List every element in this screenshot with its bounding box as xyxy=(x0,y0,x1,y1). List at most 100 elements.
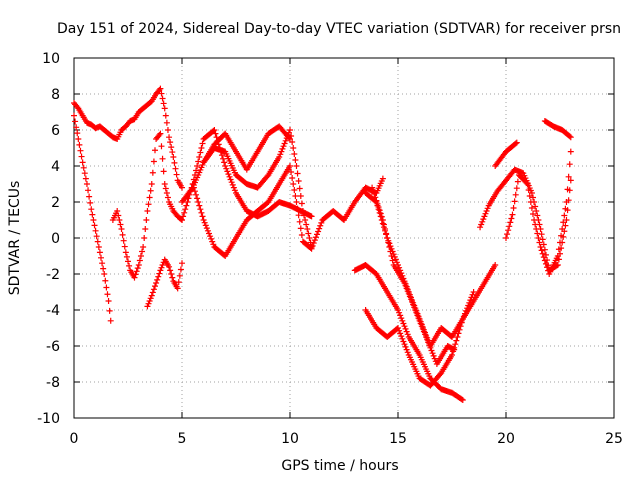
data-point xyxy=(79,159,86,166)
data-point xyxy=(180,213,187,220)
data-point xyxy=(555,246,562,253)
data-point xyxy=(557,239,563,246)
data-point xyxy=(539,250,546,257)
data-point xyxy=(193,191,200,198)
data-point xyxy=(209,238,216,245)
data-point xyxy=(191,188,198,195)
data-point xyxy=(72,118,79,125)
data-point xyxy=(562,222,569,229)
y-tick-label: -6 xyxy=(46,339,60,355)
data-point xyxy=(460,313,467,320)
data-point xyxy=(147,295,154,302)
data-point xyxy=(375,204,382,211)
data-point xyxy=(562,205,569,212)
y-tick-labels: -10 -8 -6 -4 -2 0 2 4 6 8 10 xyxy=(37,51,60,427)
data-point xyxy=(409,298,416,305)
data-point xyxy=(227,176,234,183)
data-point xyxy=(131,274,138,281)
data-point xyxy=(561,212,568,219)
data-point xyxy=(507,219,514,226)
data-point xyxy=(93,233,100,240)
series-8 xyxy=(200,123,293,173)
y-tick-label: -2 xyxy=(46,267,60,283)
y-tick-label: 2 xyxy=(51,195,60,211)
data-point xyxy=(510,205,517,211)
data-point xyxy=(279,145,286,152)
data-point xyxy=(478,221,485,228)
series-10 xyxy=(362,262,499,389)
data-point xyxy=(149,169,156,176)
data-point xyxy=(395,307,401,313)
data-point xyxy=(532,203,539,210)
data-point xyxy=(535,235,542,241)
data-point xyxy=(276,154,283,160)
data-point xyxy=(172,165,179,172)
data-point xyxy=(171,159,178,166)
data-point xyxy=(533,208,540,214)
data-point xyxy=(395,325,401,331)
data-point xyxy=(469,291,476,298)
data-point xyxy=(296,218,303,225)
data-point xyxy=(559,226,566,232)
data-point xyxy=(370,187,377,194)
data-point xyxy=(162,185,169,192)
series-7 xyxy=(189,163,386,259)
data-point xyxy=(158,90,165,97)
data-point xyxy=(388,253,395,259)
data-point xyxy=(71,112,77,119)
series-4 xyxy=(144,256,185,310)
data-point xyxy=(145,300,152,307)
x-tick-label: 10 xyxy=(281,431,299,447)
data-point xyxy=(211,127,218,133)
data-point xyxy=(466,299,473,306)
data-point xyxy=(169,274,176,281)
data-point xyxy=(377,210,384,217)
data-point xyxy=(540,254,547,261)
data-point xyxy=(467,297,474,304)
data-point xyxy=(88,206,95,213)
data-point xyxy=(373,197,380,204)
data-point xyxy=(202,222,209,229)
data-point xyxy=(372,194,379,201)
data-point xyxy=(199,213,206,220)
y-tick-label: 10 xyxy=(42,51,60,67)
data-point xyxy=(293,199,300,205)
data-point xyxy=(290,181,297,187)
data-point xyxy=(382,226,389,232)
data-point xyxy=(116,217,123,223)
data-point xyxy=(231,187,238,194)
data-point xyxy=(89,211,96,218)
data-point xyxy=(90,217,97,223)
data-point xyxy=(134,265,141,272)
data-point xyxy=(145,201,152,208)
data-point xyxy=(152,147,158,154)
data-point xyxy=(425,339,432,346)
x-tick-label: 0 xyxy=(70,431,79,447)
data-point xyxy=(291,187,298,193)
data-point xyxy=(407,296,414,303)
data-point xyxy=(405,290,412,297)
data-point xyxy=(306,235,313,241)
data-point xyxy=(399,335,406,342)
data-point xyxy=(164,194,171,201)
data-point xyxy=(397,330,404,337)
grid xyxy=(74,58,614,418)
data-point xyxy=(221,159,228,166)
data-point xyxy=(181,209,188,216)
data-point xyxy=(411,304,418,311)
data-point xyxy=(114,208,121,214)
x-tick-label: 20 xyxy=(497,431,515,447)
data-point xyxy=(526,193,533,199)
data-point xyxy=(287,127,293,133)
data-point xyxy=(148,292,155,299)
data-point xyxy=(194,195,201,202)
data-point xyxy=(528,205,535,211)
data-point xyxy=(530,194,536,201)
data-point xyxy=(400,338,407,345)
data-point xyxy=(139,248,146,255)
data-point xyxy=(121,243,128,250)
x-tick-label: 25 xyxy=(605,431,623,447)
data-point xyxy=(414,312,421,319)
data-point xyxy=(98,254,104,261)
